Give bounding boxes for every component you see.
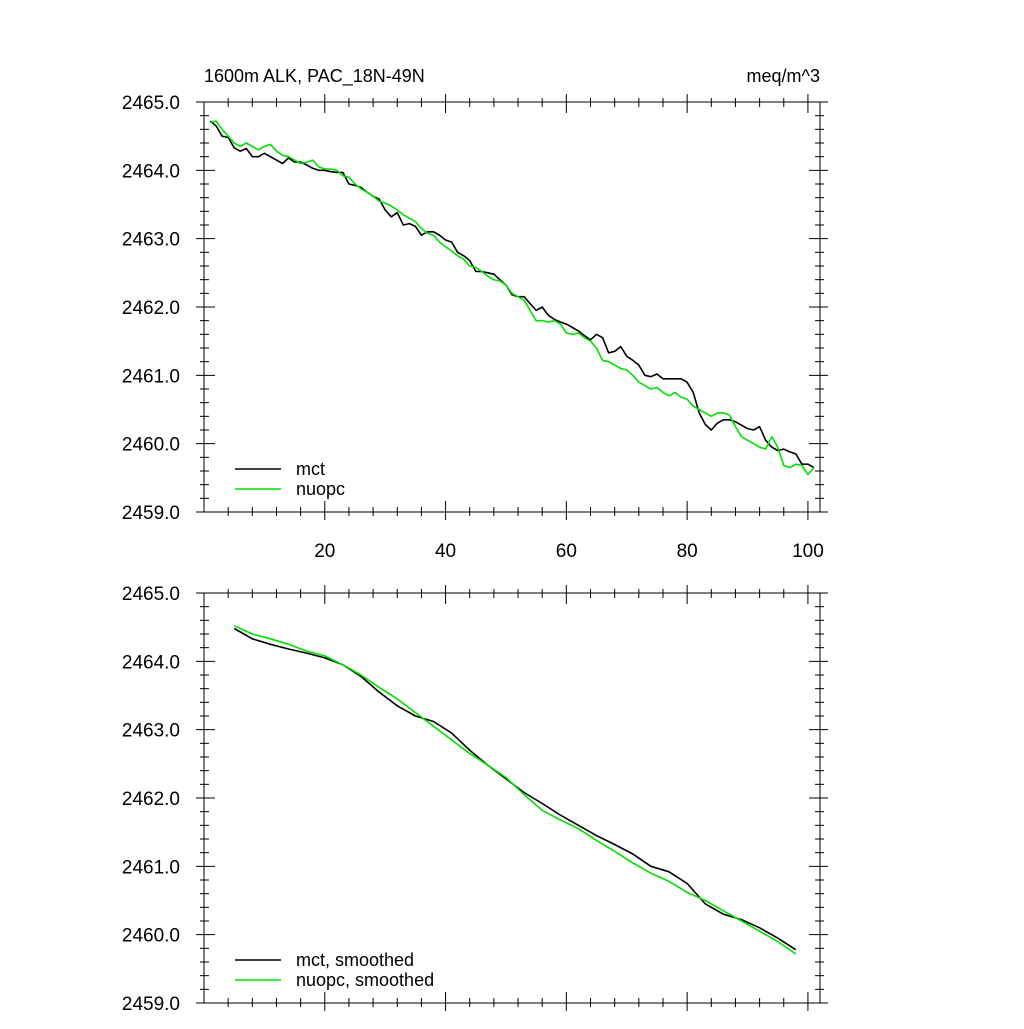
y-tick-label: 2461.0 xyxy=(122,857,180,878)
y-tick-label: 2459.0 xyxy=(122,994,180,1015)
y-tick-label: 2462.0 xyxy=(122,789,180,810)
x-tick-label: 20 xyxy=(314,541,335,562)
plot-frame xyxy=(203,101,821,513)
series-line-nuopc-smoothed xyxy=(233,625,797,955)
y-tick-label: 2461.0 xyxy=(122,366,180,387)
chart-panel-2: 2459.0 2460.0 2461.0 2462.0 2463.0 2464.0 2465… xyxy=(122,584,828,1015)
series-line-mct xyxy=(209,120,815,469)
x-tick-label: 80 xyxy=(677,541,698,562)
y-tick-label: 2463.0 xyxy=(122,230,180,251)
chart-title: 1600m ALK, PAC_18N-49N xyxy=(204,66,425,87)
units-label: meq/m^3 xyxy=(747,66,820,86)
y-tick-label: 2462.0 xyxy=(122,298,180,319)
legend-label: nuopc, smoothed xyxy=(296,970,434,990)
legend-label: mct, smoothed xyxy=(296,950,414,970)
y-tick-label: 2459.0 xyxy=(122,503,180,524)
chart-panel-1: 2459.0 2460.0 2461.0 2462.0 2463.0 2464.0 2465… xyxy=(122,66,828,562)
y-tick-label: 2464.0 xyxy=(122,161,180,182)
series-line-mct-smoothed xyxy=(233,627,797,951)
plot-frame xyxy=(203,592,821,1004)
y-tick-label: 2460.0 xyxy=(122,926,180,947)
legend-label: mct xyxy=(296,459,325,479)
y-tick-label: 2464.0 xyxy=(122,652,180,673)
x-tick-label: 60 xyxy=(556,541,577,562)
series-line-nuopc xyxy=(209,120,815,476)
y-tick-label: 2463.0 xyxy=(122,721,180,742)
y-tick-label: 2465.0 xyxy=(122,584,180,605)
x-tick-label: 40 xyxy=(435,541,456,562)
y-tick-label: 2460.0 xyxy=(122,435,180,456)
y-tick-label: 2465.0 xyxy=(122,93,180,114)
legend-label: nuopc xyxy=(296,479,345,499)
x-tick-label: 100 xyxy=(792,541,824,562)
